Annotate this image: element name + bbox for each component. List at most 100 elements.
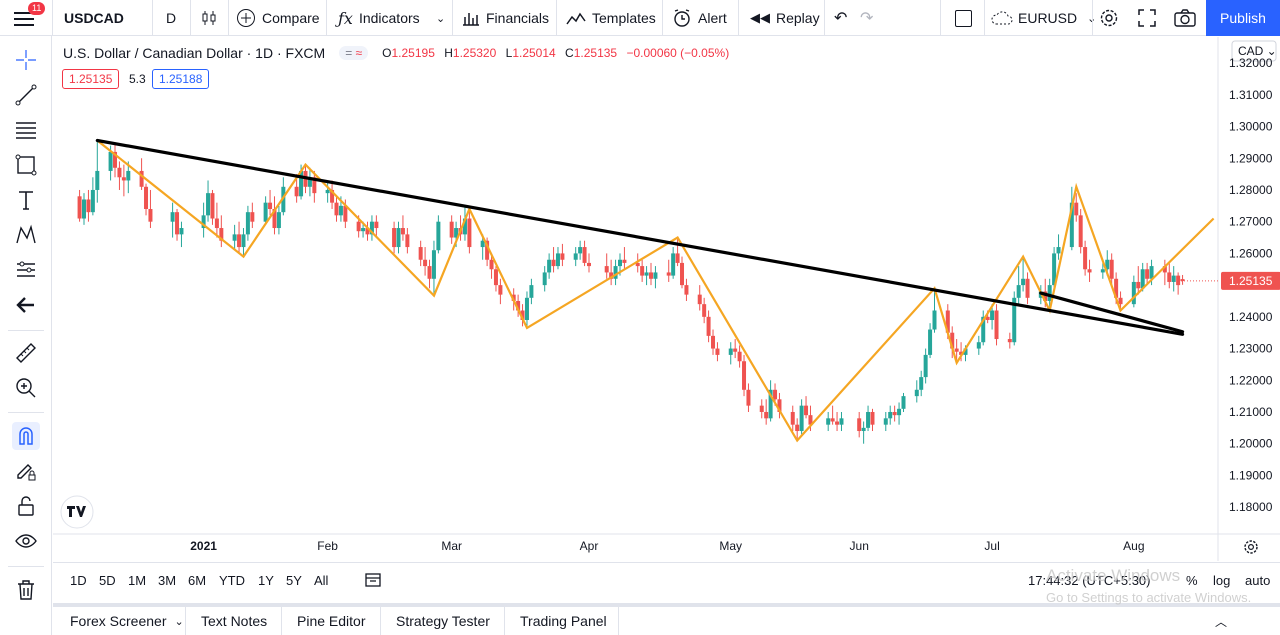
pattern-tool[interactable] <box>12 221 40 249</box>
menu-icon[interactable] <box>14 9 34 27</box>
candle <box>210 189 215 225</box>
timeframe-5y[interactable]: 5Y <box>286 572 302 588</box>
compare-button[interactable]: Compare <box>236 0 320 36</box>
snapshot-button[interactable] <box>1174 0 1196 36</box>
price-tick-label: 1.22000 <box>1229 373 1273 387</box>
sell-price-button[interactable]: 1.25135 <box>62 69 120 89</box>
candle <box>586 253 591 273</box>
drawing-toolbar <box>0 36 52 635</box>
notification-badge: 11 <box>28 2 46 15</box>
publish-button[interactable]: Publish <box>1206 0 1280 36</box>
remove-drawings-tool[interactable] <box>12 576 40 604</box>
timeframe-all[interactable]: All <box>314 572 329 588</box>
goto-date-button[interactable] <box>364 563 382 597</box>
log-toggle[interactable]: log <box>1213 572 1231 588</box>
buy-price-button[interactable]: 1.25188 <box>152 69 210 89</box>
financials-label: Financials <box>486 10 550 26</box>
price-chart[interactable]: CAD ⌄1.32000 1.31000 1.30000 1.29000 1.28000… <box>53 37 1280 561</box>
candle <box>369 215 374 241</box>
fib-tool[interactable] <box>12 116 40 144</box>
candle <box>516 294 521 317</box>
candle <box>126 161 131 194</box>
candle <box>214 202 219 238</box>
redo-icon[interactable]: ↷ <box>860 10 874 27</box>
candle <box>826 411 831 432</box>
fullscreen-button[interactable] <box>1138 0 1156 36</box>
price-tick-label: 1.24000 <box>1229 310 1273 324</box>
zigzag-line[interactable] <box>96 139 1215 443</box>
layout-name-button[interactable]: EURUSD ⌄ <box>990 0 1096 36</box>
symbol-search[interactable]: USDCAD <box>64 10 124 26</box>
hide-drawings-tool[interactable] <box>12 527 40 555</box>
tab-strategy-tester[interactable]: Strategy Tester <box>396 613 490 629</box>
interval-button[interactable]: D <box>166 10 177 26</box>
timeframe-3m[interactable]: 3M <box>158 572 177 588</box>
chart-type-button[interactable] <box>200 0 218 36</box>
tab-text-notes[interactable]: Text Notes <box>201 613 268 629</box>
tab-forex-screener[interactable]: Forex Screener ⌄ <box>70 613 184 629</box>
scale-settings-gear-icon[interactable] <box>1244 540 1258 554</box>
timeframe-1m[interactable]: 1M <box>128 572 147 588</box>
candle <box>635 253 640 273</box>
camera-icon <box>1174 9 1196 27</box>
candle <box>175 209 180 241</box>
layout-select-button[interactable] <box>955 0 972 36</box>
price-tick-label: 1.29000 <box>1229 151 1273 165</box>
alarm-icon <box>674 9 690 27</box>
financials-button[interactable]: Financials <box>462 0 549 36</box>
candle <box>578 240 583 260</box>
back-tool[interactable] <box>12 291 40 319</box>
candle <box>640 259 645 282</box>
settings-button[interactable] <box>1099 0 1119 36</box>
auto-toggle[interactable]: auto <box>1245 572 1271 588</box>
indicators-button[interactable]: ƒx Indicators <box>338 0 420 36</box>
candle <box>237 221 242 254</box>
tradingview-logo[interactable] <box>60 495 94 529</box>
candle <box>312 170 317 203</box>
zoom-tool[interactable] <box>12 374 40 402</box>
crosshair-tool[interactable] <box>12 46 40 74</box>
currency-select[interactable]: CAD ⌄ <box>1231 40 1277 62</box>
undo-icon[interactable]: ↶ <box>834 10 848 27</box>
magnet-tool[interactable] <box>12 422 40 450</box>
templates-button[interactable]: Templates <box>566 0 656 36</box>
candle <box>524 291 529 328</box>
timeframe-1d[interactable]: 1D <box>70 572 87 588</box>
candle <box>919 370 924 397</box>
candle <box>932 288 937 333</box>
tab-trading-panel[interactable]: Trading Panel <box>520 613 607 629</box>
spread-value: 5.3 <box>129 72 146 86</box>
candle <box>728 342 733 365</box>
alert-button[interactable]: Alert <box>672 0 727 36</box>
measure-tool[interactable] <box>12 339 40 367</box>
shape-tool[interactable] <box>12 151 40 179</box>
timeframe-1y[interactable]: 1Y <box>258 572 274 588</box>
timeframe-5d[interactable]: 5D <box>99 572 116 588</box>
clock-timezone[interactable]: 17:44:32 (UTC+5:30) <box>1028 572 1151 588</box>
price-tick-label: 1.30000 <box>1229 120 1273 134</box>
trendline-tool[interactable] <box>12 81 40 109</box>
rewind-icon: ◀◀ <box>750 10 770 25</box>
lock-drawing-tool[interactable] <box>12 457 40 485</box>
market-status-pill[interactable]: = ≈ <box>339 46 369 60</box>
replay-button[interactable]: ◀◀ Replay <box>750 0 820 36</box>
candle <box>901 392 906 412</box>
lock-all-tool[interactable] <box>12 492 40 520</box>
indicators-dropdown-icon[interactable]: ⌄ <box>436 12 446 25</box>
candle <box>746 383 751 412</box>
candle <box>427 259 432 289</box>
candle <box>1180 274 1185 285</box>
tab-pine-editor[interactable]: Pine Editor <box>297 613 366 629</box>
candle <box>250 202 255 229</box>
percent-toggle[interactable]: % <box>1186 572 1198 588</box>
candle <box>888 405 893 425</box>
text-tool[interactable] <box>12 186 40 214</box>
timeframe-ytd[interactable]: YTD <box>219 572 245 588</box>
trend-line[interactable] <box>95 138 1185 336</box>
prediction-tool[interactable] <box>12 256 40 284</box>
templates-icon <box>566 12 586 25</box>
trend-line[interactable] <box>1039 291 1185 334</box>
candle <box>489 253 494 279</box>
timeframe-6m[interactable]: 6M <box>188 572 207 588</box>
maximize-panel-button[interactable]: ︿ <box>1215 607 1227 635</box>
